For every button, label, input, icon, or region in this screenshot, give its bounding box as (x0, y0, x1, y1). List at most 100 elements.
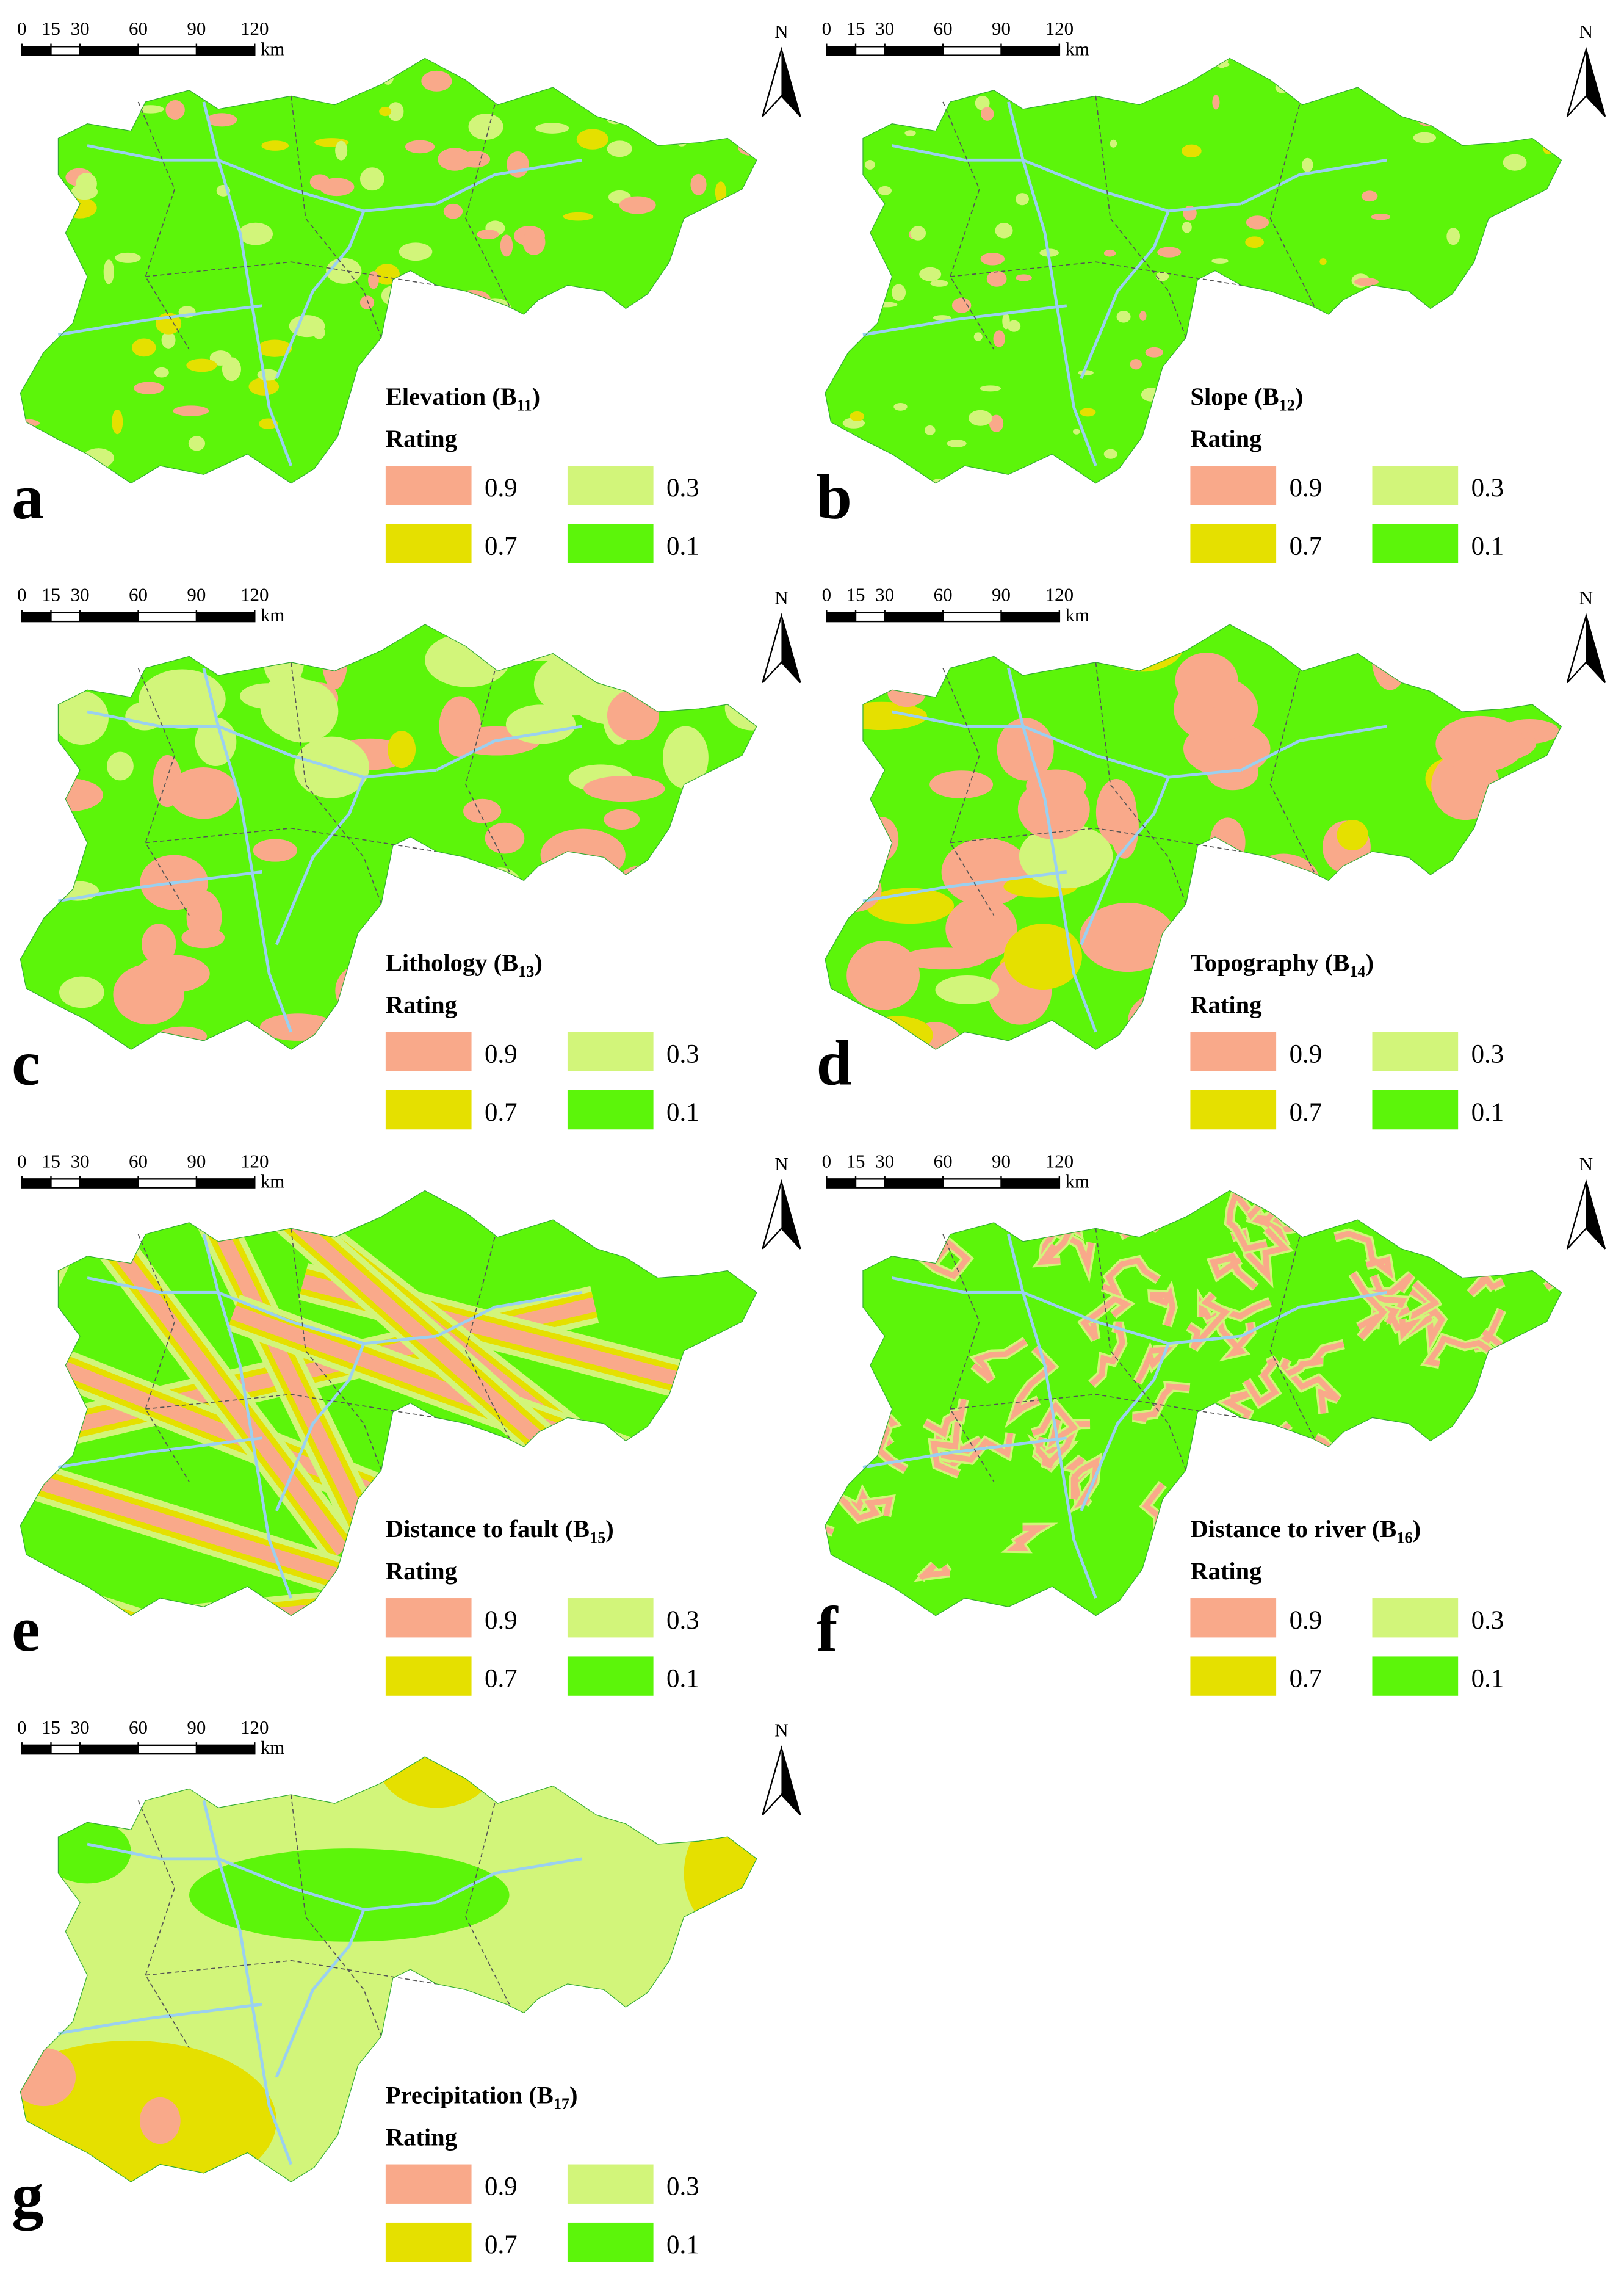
map-patch (1302, 157, 1313, 172)
map-patch (1522, 408, 1546, 425)
map-patch (540, 828, 626, 881)
map-patch (1278, 309, 1291, 326)
legend-label: 0.7 (485, 2231, 518, 2259)
map-base (825, 1190, 1562, 1616)
map-patch (327, 68, 353, 90)
map-patch (1435, 715, 1525, 772)
river (892, 1276, 1242, 1345)
legend-label: 0.7 (485, 1664, 518, 1693)
title-text: Lithology (B (386, 949, 518, 976)
scale-label: 90 (187, 18, 206, 39)
map-patch (381, 286, 403, 306)
map-patch (591, 963, 641, 997)
boundary (942, 1234, 995, 1482)
map-patch (1401, 397, 1421, 411)
map-patch (1190, 892, 1249, 949)
zone (684, 1815, 757, 1932)
map-patch (1544, 316, 1562, 331)
river-buffer (1395, 1190, 1441, 1221)
map-patch (728, 418, 757, 437)
north-label: N (774, 21, 788, 42)
map-patch (981, 107, 994, 121)
scale-label: 60 (129, 1717, 148, 1738)
boundary (145, 261, 437, 286)
map-patch (715, 396, 732, 408)
map-patch (351, 402, 381, 420)
river-buffer (1259, 1439, 1287, 1496)
boundary (137, 668, 190, 916)
scale-unit: km (1065, 604, 1089, 626)
river (892, 144, 1242, 213)
map-patch (1410, 425, 1429, 440)
map (825, 58, 1562, 483)
map-patch (113, 964, 184, 1025)
boundary (1269, 1237, 1315, 1439)
map-patch (1258, 58, 1268, 71)
scale-label: 30 (71, 584, 90, 606)
scale-label: 120 (1045, 1150, 1074, 1171)
legend-swatch (385, 1090, 472, 1130)
map-patch (741, 84, 757, 98)
legend-swatch (567, 1598, 654, 1638)
map-patch (1212, 62, 1230, 68)
map-patch (368, 271, 379, 289)
scale-label: 30 (71, 1717, 90, 1738)
map-patch (449, 299, 477, 318)
river-buffer (972, 1339, 1028, 1382)
river-buffer (1009, 1346, 1056, 1422)
map-patch (846, 233, 858, 250)
map-patch (660, 954, 704, 1007)
boundary (291, 1794, 382, 2037)
map-patch (1182, 144, 1202, 158)
legend-label: 0.9 (485, 2173, 518, 2201)
map-patch (864, 817, 899, 861)
map-patch (1337, 375, 1347, 389)
map-patch (309, 174, 330, 190)
river-buffer (1257, 1439, 1290, 1496)
map-patch (582, 646, 666, 686)
map-patch (267, 679, 339, 743)
scale-label: 0 (17, 1717, 27, 1738)
boundary (1269, 670, 1315, 872)
panel-letter: c (12, 1027, 40, 1098)
river-buffer (1209, 1252, 1258, 1290)
river (1007, 1234, 1097, 1599)
map-patch (690, 173, 707, 195)
scale-label: 15 (846, 584, 865, 606)
map-patch (700, 247, 733, 273)
river (202, 667, 293, 1033)
scale-label: 60 (934, 584, 953, 606)
map-patch (1015, 193, 1029, 206)
panel-letter: f (817, 1594, 839, 1665)
river-buffer (887, 1626, 930, 1685)
river-buffer (1059, 1193, 1106, 1240)
map-patch (1072, 429, 1080, 435)
map-patch (173, 405, 209, 416)
river-buffer (1132, 1383, 1190, 1422)
map-patch (738, 140, 757, 156)
river-buffer (1526, 1339, 1562, 1402)
map-patch (186, 891, 222, 943)
map-patch (405, 140, 435, 154)
map-patch (215, 58, 233, 68)
legend-title: Rating (386, 425, 457, 452)
river (87, 1276, 437, 1345)
map-patch (746, 68, 757, 82)
title-sub: 12 (1279, 396, 1295, 414)
map-patch (535, 123, 569, 134)
scale-unit: km (1065, 1171, 1089, 1192)
north-label: N (1579, 587, 1593, 609)
scale-label: 30 (71, 1150, 90, 1171)
river-buffer (1365, 1441, 1404, 1472)
map-patch (863, 222, 872, 238)
boundary (145, 1394, 437, 1419)
map-patch (709, 651, 757, 696)
map-patch (1535, 914, 1562, 962)
map-patch (27, 657, 65, 687)
river-buffer (1387, 1542, 1424, 1590)
map-patch (1275, 82, 1289, 93)
map-patch (521, 436, 533, 460)
legend-title: Rating (1190, 425, 1261, 452)
north-label: N (774, 1720, 788, 1741)
